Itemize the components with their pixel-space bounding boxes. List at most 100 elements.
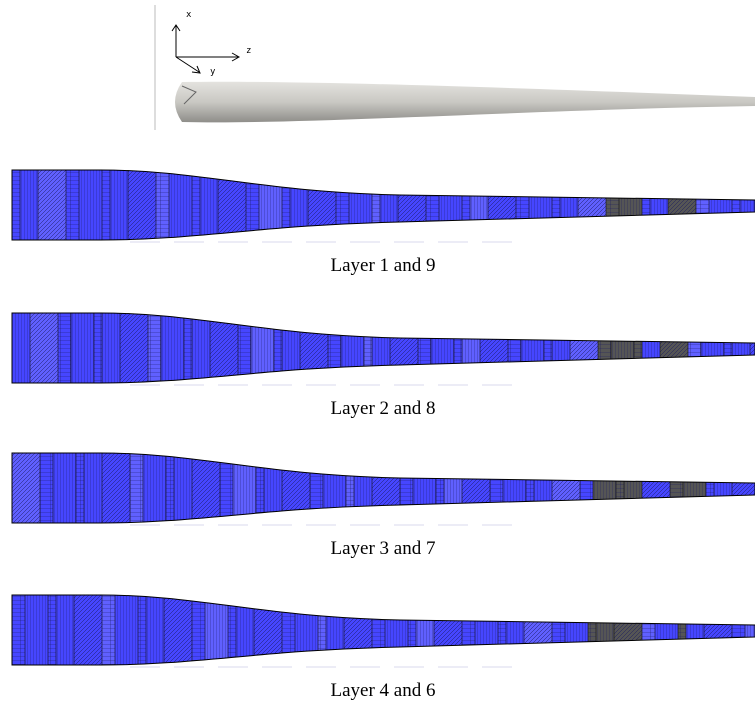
ply-hatch <box>642 595 655 665</box>
layer-caption: Layer 2 and 8 <box>331 398 436 419</box>
ply-hatch <box>102 453 130 523</box>
ply-hatch <box>506 595 524 665</box>
ply-hatch <box>290 170 308 240</box>
ply-hatch <box>683 453 706 523</box>
ply-hatch <box>128 170 156 240</box>
ply-hatch <box>745 595 755 665</box>
ply-hatch <box>732 313 750 383</box>
ply-hatch <box>598 313 611 383</box>
ply-hatch <box>416 595 434 665</box>
ply-hatch <box>76 453 84 523</box>
ply-hatch <box>431 313 454 383</box>
layer-strip <box>12 453 755 523</box>
axis-label: x <box>186 10 192 20</box>
ply-hatch <box>750 313 755 383</box>
ply-hatch <box>701 313 724 383</box>
ply-hatch <box>346 453 354 523</box>
ply-hatch <box>308 170 336 240</box>
ply-hatch <box>740 170 755 240</box>
ply-hatch <box>146 595 164 665</box>
ply-hatch <box>120 313 148 383</box>
ply-hatch <box>102 595 115 665</box>
ply-hatch <box>552 453 580 523</box>
ply-hatch <box>130 453 143 523</box>
ply-hatch <box>156 170 169 240</box>
ply-hatch <box>655 595 678 665</box>
ply-hatch <box>462 313 480 383</box>
ply-hatch <box>696 170 709 240</box>
ply-hatch <box>102 313 120 383</box>
ply-hatch <box>164 595 192 665</box>
ply-hatch <box>58 313 71 383</box>
ply-hatch <box>521 313 544 383</box>
ply-hatch <box>606 170 619 240</box>
ply-hatch <box>526 453 534 523</box>
ply-hatch <box>341 313 364 383</box>
ply-hatch <box>470 170 488 240</box>
ply-hatch <box>102 170 110 240</box>
ply-hatch <box>236 595 254 665</box>
ply-hatch <box>454 313 462 383</box>
axis-triad <box>172 25 239 73</box>
ply-hatch <box>475 595 498 665</box>
ply-hatch <box>385 595 408 665</box>
ply-hatch <box>318 595 326 665</box>
ply-hatch <box>174 453 192 523</box>
ply-hatch <box>66 170 79 240</box>
ply-hatch <box>650 170 668 240</box>
ply-hatch <box>552 313 570 383</box>
ply-hatch <box>200 170 218 240</box>
ply-hatch <box>238 313 251 383</box>
ply-hatch <box>570 313 598 383</box>
ply-hatch <box>74 595 102 665</box>
ply-hatch <box>462 453 490 523</box>
ply-hatch <box>300 313 328 383</box>
ply-hatch <box>12 453 40 523</box>
ply-hatch <box>724 313 732 383</box>
ply-hatch <box>706 453 714 523</box>
ply-hatch <box>115 595 138 665</box>
ply-hatch <box>426 170 439 240</box>
ply-hatch <box>398 170 426 240</box>
ply-hatch <box>40 453 53 523</box>
ply-hatch <box>192 313 210 383</box>
ply-hatch <box>614 595 642 665</box>
ply-hatch <box>25 595 48 665</box>
ply-hatch <box>552 595 565 665</box>
ply-hatch <box>56 595 74 665</box>
ply-hatch <box>436 453 444 523</box>
ply-hatch <box>634 313 642 383</box>
layer-caption: Layer 4 and 6 <box>331 680 436 701</box>
ply-hatch <box>578 170 606 240</box>
ply-hatch <box>295 595 318 665</box>
ply-hatch <box>138 595 146 665</box>
ply-hatch <box>30 313 58 383</box>
ply-hatch <box>616 453 624 523</box>
ply-hatch <box>166 453 174 523</box>
ply-hatch <box>490 453 503 523</box>
ply-hatch <box>560 170 578 240</box>
ply-hatch <box>161 313 184 383</box>
ply-hatch <box>714 453 732 523</box>
ply-hatch <box>328 313 341 383</box>
figure: x z y Layer 1 and 9Layer 2 and 8Layer 3 … <box>0 0 755 713</box>
ply-hatch <box>480 313 508 383</box>
ply-hatch <box>310 453 323 523</box>
ply-hatch <box>503 453 526 523</box>
ply-hatch <box>642 313 660 383</box>
ply-hatch <box>588 595 596 665</box>
ply-hatch <box>670 453 683 523</box>
ply-hatch <box>110 170 128 240</box>
ply-hatch <box>282 313 300 383</box>
ply-hatch <box>434 595 462 665</box>
ply-hatch <box>418 313 431 383</box>
ply-hatch <box>336 170 349 240</box>
ply-hatch <box>593 453 616 523</box>
ply-hatch <box>642 453 670 523</box>
ply-hatch <box>192 595 205 665</box>
ply-hatch <box>611 313 634 383</box>
ply-hatch <box>508 313 521 383</box>
axis-label: z <box>246 46 251 56</box>
ply-hatch <box>323 453 346 523</box>
ply-hatch <box>148 313 161 383</box>
